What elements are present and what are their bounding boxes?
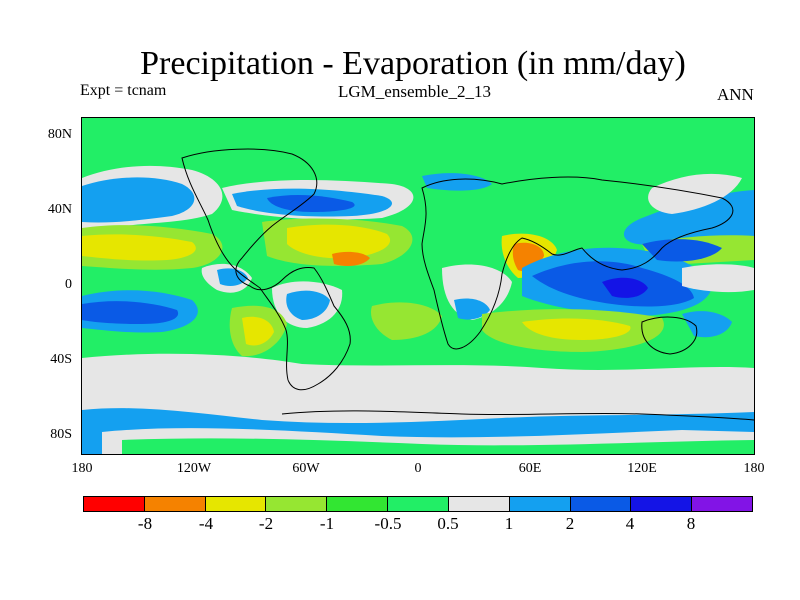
colorbar-swatch-10 [692, 497, 752, 511]
colorbar-swatch-9 [631, 497, 693, 511]
colorbar-swatch-3 [266, 497, 328, 511]
field-orange-natl-sub [332, 251, 370, 266]
colorbar-swatch-6 [448, 497, 510, 511]
colorbar-label-neg1: -1 [319, 514, 335, 533]
lon-label-0: 0 [414, 461, 422, 476]
lon-label-60w: 60W [292, 461, 320, 476]
americas-coast [181, 148, 351, 391]
field-gray-jp [648, 173, 742, 214]
field-darkblue-wpac [642, 239, 722, 262]
lon-label-120w: 120W [176, 461, 212, 476]
colorbar-label-05: 0.5 [437, 514, 459, 533]
colorbar [83, 496, 753, 512]
lon-label-180e: 180 [743, 461, 765, 476]
colorbar-swatch-1 [144, 497, 206, 511]
lat-label-40s: 40S [50, 352, 72, 367]
field-yellow-sind-core [522, 318, 631, 340]
experiment-label: Expt = tcnam [80, 82, 167, 99]
colorbar-swatch-8 [570, 497, 632, 511]
colorbar-swatch-7 [509, 497, 571, 511]
field-darkblue-spac [82, 301, 179, 324]
field-blue-itcz-pac [217, 268, 248, 286]
coastlines [181, 148, 754, 421]
colorbar-label-2: 2 [565, 514, 575, 533]
season-label: ANN [717, 85, 754, 104]
field-yellow-npac-sub [82, 234, 196, 261]
colorbar-swatch-0 [84, 497, 145, 511]
field-yellow-natl-sub [287, 224, 391, 259]
field-yellow-spac-sub [242, 316, 274, 346]
colorbar-label-neg2: -2 [258, 514, 274, 533]
lon-label-120e: 120E [627, 461, 657, 476]
lat-label-0: 0 [65, 277, 72, 292]
colorbar-label-8: 8 [686, 514, 696, 533]
field-blue-spcz [682, 311, 732, 338]
field-lightgreen-satl-sub [370, 302, 442, 340]
map-svg [82, 118, 754, 454]
colorbar-label-1: 1 [504, 514, 514, 533]
field-green-antarctic [122, 438, 754, 454]
field-darkblue-natl [267, 195, 355, 212]
lon-label-60e: 60E [518, 461, 542, 476]
lat-label-40n: 40N [47, 202, 72, 217]
lon-label-180w: 180 [71, 461, 93, 476]
colorbar-swatch-5 [388, 497, 449, 511]
antarctica-coast [281, 410, 754, 421]
field-blue-npac [82, 177, 195, 223]
australia-coast [641, 316, 698, 355]
lat-label-80s: 80S [50, 427, 72, 442]
colorbar-label-neg4: -4 [198, 514, 214, 533]
world-map [81, 117, 755, 455]
field-blue-nasia [422, 173, 492, 191]
field-blue-wpac [623, 190, 754, 245]
lat-label-80n: 80N [47, 127, 72, 142]
field-blue-amazon [286, 290, 330, 320]
colorbar-swatch-4 [327, 497, 389, 511]
plot-title: Precipitation - Evaporation (in mm/day) [140, 45, 686, 82]
colorbar-label-neg8: -8 [137, 514, 153, 533]
colorbar-label-neg05: -0.5 [374, 514, 402, 533]
ensemble-label: LGM_ensemble_2_13 [338, 82, 491, 101]
colorbar-label-4: 4 [625, 514, 635, 533]
colorbar-swatch-2 [205, 497, 267, 511]
field-blue-africa [454, 298, 490, 320]
field-indigo-maritime [602, 277, 648, 298]
field-gray-epac-itcz [682, 264, 754, 293]
eurasia-africa-coast [421, 176, 734, 350]
